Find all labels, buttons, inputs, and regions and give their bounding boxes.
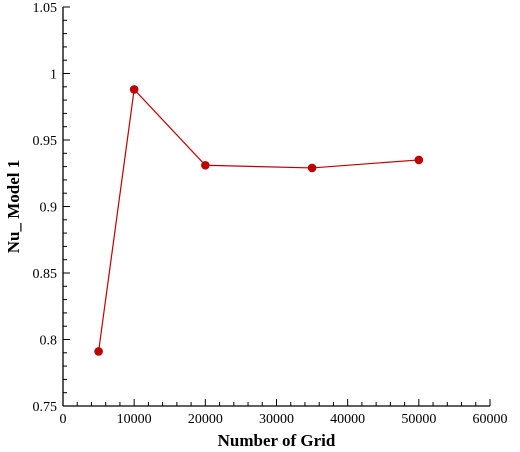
y-tick-label: 1.05 xyxy=(33,1,58,16)
y-tick-label: 0.9 xyxy=(40,201,58,216)
data-point xyxy=(201,160,210,170)
data-point xyxy=(414,155,424,165)
x-axis-ticks: 0 10000 20000 30000 40000 50000 60000 xyxy=(60,399,508,427)
y-tick-label: 0.75 xyxy=(33,400,58,415)
x-tick-label: 40000 xyxy=(330,412,365,427)
y-axis-title: Nu_ Model 1 xyxy=(4,160,23,254)
data-point xyxy=(94,347,103,356)
x-tick-label: 20000 xyxy=(188,412,223,427)
y-tick-label: 1 xyxy=(50,68,57,83)
y-tick-label: 0.85 xyxy=(33,267,58,282)
data-point xyxy=(129,85,139,94)
y-axis-ticks: 0.75 0.8 0.85 0.9 0.95 1 1.05 xyxy=(33,1,70,415)
x-tick-label: 30000 xyxy=(259,412,294,427)
y-tick-label: 0.8 xyxy=(40,334,58,349)
series-line xyxy=(97,88,419,352)
x-tick-label: 10000 xyxy=(117,412,152,427)
data-point xyxy=(307,163,317,173)
y-tick-label: 0.95 xyxy=(33,134,58,149)
x-tick-label: 50000 xyxy=(401,412,436,427)
x-tick-label: 0 xyxy=(60,412,67,427)
x-tick-label: 60000 xyxy=(473,412,508,427)
x-axis-title: Number of Grid xyxy=(218,431,336,450)
series-layer xyxy=(94,85,424,356)
